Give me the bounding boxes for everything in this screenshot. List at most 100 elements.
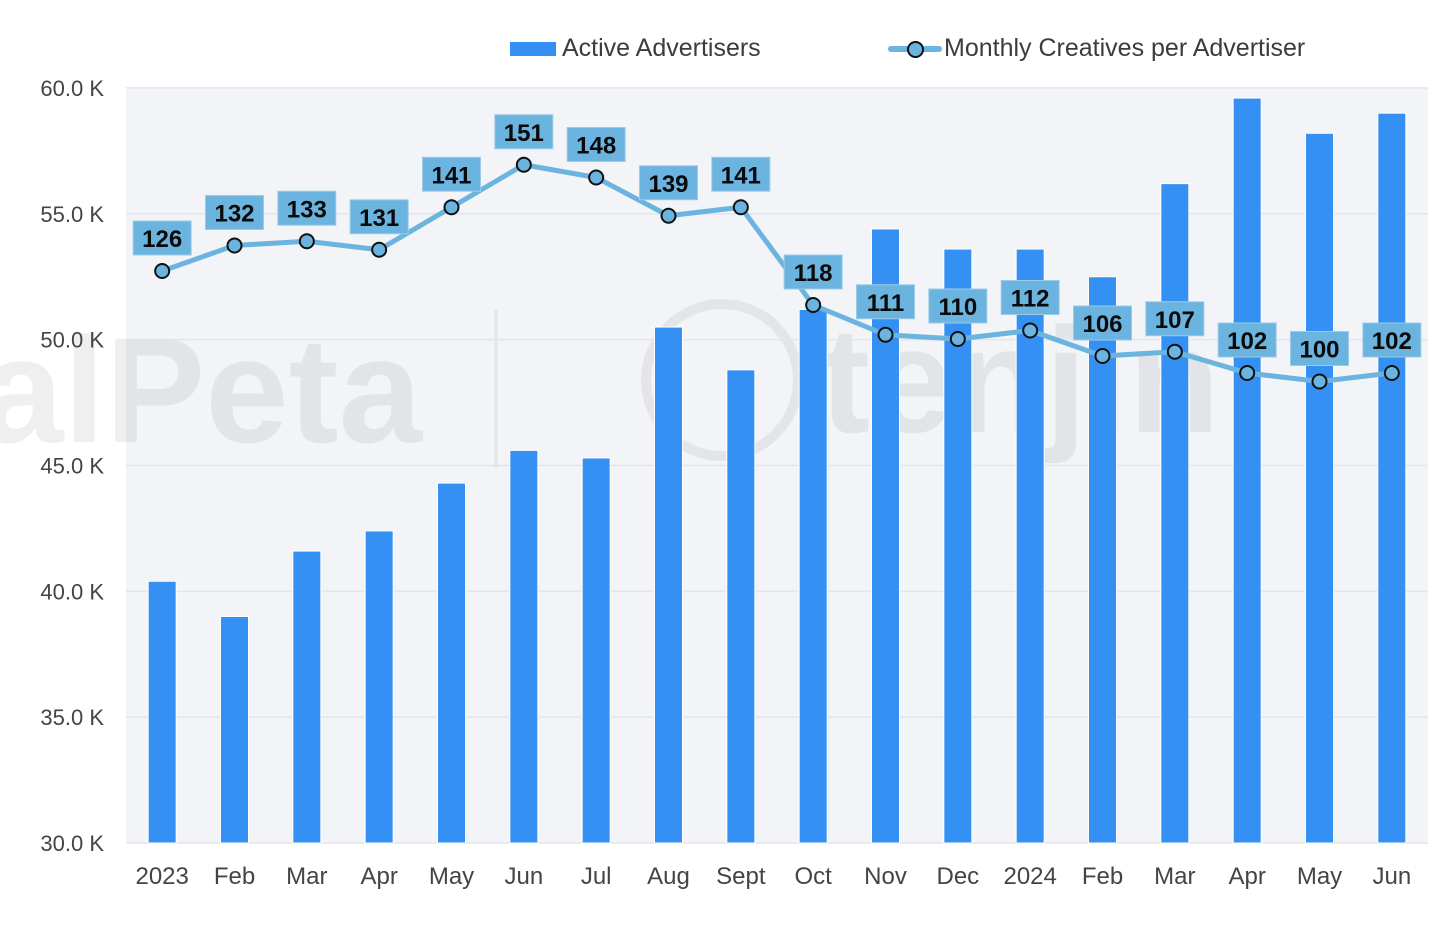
data-label: 106 bbox=[1073, 305, 1132, 341]
data-label: 151 bbox=[494, 114, 554, 150]
bar[interactable] bbox=[292, 550, 322, 844]
legend-label: Monthly Creatives per Advertiser bbox=[944, 34, 1306, 62]
x-tick-label: Apr bbox=[1228, 863, 1265, 890]
data-label-box bbox=[422, 156, 481, 192]
data-label: 102 bbox=[1362, 322, 1422, 358]
line-point[interactable] bbox=[1311, 373, 1328, 390]
data-label-text: 111 bbox=[867, 290, 904, 317]
legend-item-active-advertisers[interactable]: Active Advertisers bbox=[510, 34, 761, 63]
bar[interactable] bbox=[654, 326, 683, 844]
data-labels: 126 132 133 131 141 151 148 139 141 118 111 110 112 1… bbox=[132, 114, 1422, 366]
data-label: 139 bbox=[639, 165, 698, 201]
line-series-monthly-creatives bbox=[154, 156, 1400, 390]
y-axis: 30.0 K 35.0 K 40.0 K 45.0 K 50.0 K 55.0 K 60.0… bbox=[40, 76, 104, 856]
line-point[interactable] bbox=[1022, 322, 1039, 339]
line-point[interactable] bbox=[154, 263, 171, 279]
line-point[interactable] bbox=[877, 326, 894, 343]
y-tick-label: 55.0 K bbox=[40, 202, 104, 227]
data-label-text: 148 bbox=[576, 133, 616, 160]
x-tick-label: Jun bbox=[1372, 863, 1411, 890]
data-label-box bbox=[566, 127, 626, 162]
line-point[interactable] bbox=[588, 169, 605, 186]
legend-item-monthly-creatives[interactable]: Monthly Creatives per Advertiser bbox=[888, 34, 1305, 63]
data-label-text: 102 bbox=[1372, 328, 1412, 355]
bar[interactable] bbox=[871, 228, 900, 844]
bar[interactable] bbox=[581, 457, 611, 844]
data-label-box bbox=[1290, 331, 1349, 366]
x-tick-label: May bbox=[429, 863, 474, 890]
line-point[interactable] bbox=[805, 297, 822, 313]
line-marker-swatch-icon bbox=[888, 40, 942, 58]
line-point[interactable] bbox=[226, 237, 243, 254]
line-point[interactable] bbox=[1383, 365, 1400, 381]
data-label: 141 bbox=[711, 156, 771, 192]
bar[interactable] bbox=[1377, 112, 1407, 844]
data-label-box bbox=[1145, 301, 1205, 337]
line-point[interactable] bbox=[298, 233, 315, 250]
data-label: 132 bbox=[205, 195, 264, 230]
line-point[interactable] bbox=[949, 331, 966, 347]
data-label-box bbox=[1362, 322, 1422, 358]
data-label-text: 139 bbox=[648, 171, 688, 198]
bar[interactable] bbox=[220, 616, 249, 844]
data-label-text: 118 bbox=[794, 260, 833, 287]
data-label: 148 bbox=[566, 127, 626, 162]
x-tick-label: Aug bbox=[647, 863, 690, 890]
bar[interactable] bbox=[147, 580, 177, 844]
gridlines bbox=[126, 87, 1428, 844]
line-point[interactable] bbox=[660, 207, 677, 224]
x-tick-label: Jul bbox=[581, 863, 612, 890]
data-label-box bbox=[1217, 322, 1277, 358]
y-tick-label: 60.0 K bbox=[40, 76, 104, 101]
data-label-text: 132 bbox=[214, 201, 254, 228]
data-label-box bbox=[856, 284, 915, 320]
line-point[interactable] bbox=[1166, 343, 1183, 360]
data-label: 118 bbox=[783, 254, 843, 290]
bar[interactable] bbox=[364, 530, 394, 844]
data-label-box bbox=[783, 254, 843, 290]
bar[interactable] bbox=[726, 369, 756, 844]
x-tick-label: Feb bbox=[1082, 863, 1123, 890]
data-label-box bbox=[132, 220, 192, 256]
bar[interactable] bbox=[509, 449, 539, 844]
data-label-text: 133 bbox=[287, 196, 327, 223]
bar[interactable] bbox=[437, 482, 466, 844]
x-tick-label: 2024 bbox=[1003, 863, 1056, 890]
data-label: 111 bbox=[856, 284, 915, 320]
data-label-text: 100 bbox=[1299, 337, 1339, 364]
data-label-text: 141 bbox=[431, 162, 471, 189]
x-axis: 2023 Feb Mar Apr May Jun Jul Aug Sept Oct Nov Dec 20… bbox=[135, 863, 1411, 890]
data-label: 126 bbox=[132, 220, 192, 256]
data-label-text: 141 bbox=[721, 162, 761, 189]
line-point[interactable] bbox=[1239, 365, 1256, 381]
data-label-text: 131 bbox=[359, 205, 399, 232]
data-label: 131 bbox=[349, 199, 409, 235]
x-tick-label: 2023 bbox=[135, 863, 188, 890]
line-point[interactable] bbox=[443, 199, 460, 216]
bar[interactable] bbox=[1305, 132, 1334, 844]
y-tick-label: 35.0 K bbox=[40, 705, 104, 730]
data-label: 133 bbox=[277, 190, 337, 226]
line-point[interactable] bbox=[371, 241, 388, 258]
x-tick-label: Mar bbox=[286, 863, 327, 890]
tenjin-logo-icon bbox=[641, 299, 803, 461]
bar[interactable] bbox=[1088, 276, 1117, 844]
bar[interactable] bbox=[1015, 248, 1045, 844]
bar-swatch-icon bbox=[510, 41, 556, 56]
x-tick-label: Feb bbox=[214, 863, 255, 890]
data-label-text: 112 bbox=[1011, 286, 1050, 313]
data-label-text: 106 bbox=[1082, 311, 1122, 338]
bar[interactable] bbox=[1160, 183, 1190, 844]
bar[interactable] bbox=[943, 248, 973, 844]
line-point[interactable] bbox=[1094, 348, 1111, 364]
data-label-box bbox=[1073, 305, 1132, 341]
line-point[interactable] bbox=[515, 156, 532, 173]
data-label-box bbox=[711, 156, 771, 192]
x-tick-label: Nov bbox=[864, 863, 907, 890]
x-tick-label: Apr bbox=[360, 863, 397, 890]
line-point[interactable] bbox=[732, 199, 749, 216]
series-line bbox=[161, 162, 1393, 384]
bar[interactable] bbox=[1232, 97, 1262, 844]
legend: Active Advertisers Monthly Creatives per… bbox=[0, 34, 1456, 70]
bar[interactable] bbox=[798, 308, 828, 844]
